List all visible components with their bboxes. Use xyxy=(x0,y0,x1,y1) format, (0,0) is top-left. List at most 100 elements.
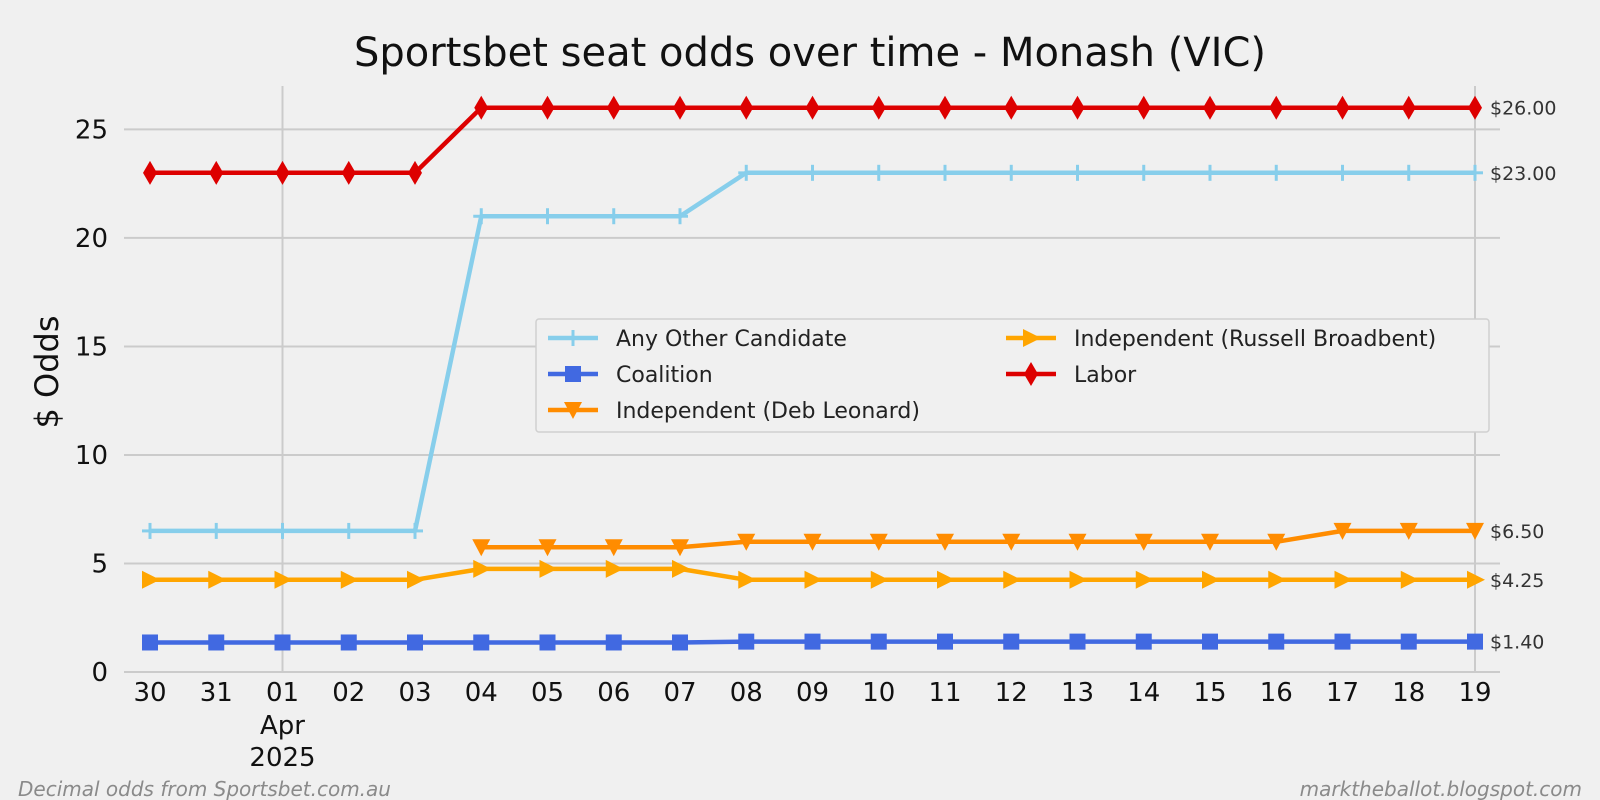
data-point xyxy=(472,539,491,557)
series-labor xyxy=(143,95,1482,185)
end-value-label: $6.50 xyxy=(1490,521,1544,543)
data-point xyxy=(1401,95,1416,120)
data-point xyxy=(538,539,557,557)
legend-label: Independent (Russell Broadbent) xyxy=(1074,327,1436,352)
data-point xyxy=(737,533,756,551)
legend-item: Coalition xyxy=(548,363,713,388)
legend: Any Other Candidate Coalition Independent … xyxy=(535,318,1490,433)
data-point xyxy=(804,570,823,589)
data-point xyxy=(407,634,423,651)
data-point xyxy=(274,522,291,539)
series-coalition xyxy=(142,633,1483,651)
x-tick-label: 07 xyxy=(663,678,696,708)
data-point xyxy=(142,522,158,539)
data-point xyxy=(473,559,492,578)
legend-marker xyxy=(1024,362,1038,386)
data-point xyxy=(1134,533,1153,551)
x-tick-label: 02 xyxy=(332,678,365,708)
data-point xyxy=(672,634,688,651)
legend-marker xyxy=(565,366,581,382)
x-tick-label: 16 xyxy=(1260,678,1293,708)
data-point xyxy=(341,160,356,185)
data-point xyxy=(473,634,490,651)
data-point xyxy=(671,539,689,557)
data-point xyxy=(539,208,556,225)
data-point xyxy=(539,559,558,578)
data-point xyxy=(474,95,489,120)
legend-label: Any Other Candidate xyxy=(616,327,847,352)
data-point xyxy=(673,95,687,120)
data-point xyxy=(804,633,821,650)
x-tick-year: 2025 xyxy=(249,743,315,773)
y-axis-label: $ Odds xyxy=(28,315,66,428)
series-group xyxy=(142,95,1485,651)
x-tick-label: 19 xyxy=(1458,678,1491,708)
data-point xyxy=(605,634,622,651)
x-tick-label: 31 xyxy=(200,678,233,708)
series-any-other-candidate xyxy=(142,164,1483,539)
data-point xyxy=(1003,570,1022,589)
legend-label: Labor xyxy=(1074,363,1137,388)
data-point xyxy=(1069,164,1086,181)
end-value-label: $26.00 xyxy=(1490,98,1556,120)
data-point xyxy=(1136,95,1151,120)
data-point xyxy=(805,95,820,120)
y-tick-label: 10 xyxy=(75,441,108,471)
data-point xyxy=(275,160,290,185)
data-point xyxy=(1333,522,1352,540)
data-point xyxy=(208,522,225,539)
data-point xyxy=(1068,533,1087,551)
data-point xyxy=(1135,633,1152,650)
data-point xyxy=(870,633,887,650)
data-point xyxy=(1070,95,1085,120)
data-point xyxy=(1202,633,1218,650)
data-point xyxy=(473,208,490,225)
data-point xyxy=(408,160,422,185)
data-point xyxy=(1203,95,1217,120)
y-tick-label: 5 xyxy=(91,549,108,579)
x-tick-label: 01 xyxy=(266,678,299,708)
data-point xyxy=(407,522,423,539)
data-point xyxy=(1400,633,1417,650)
data-point xyxy=(1334,633,1351,650)
data-point xyxy=(1269,95,1284,120)
x-tick-label: 10 xyxy=(862,678,895,708)
data-point xyxy=(869,533,888,551)
data-point xyxy=(340,570,359,589)
data-point xyxy=(1268,164,1285,181)
data-point xyxy=(274,570,293,589)
data-point xyxy=(208,570,227,589)
data-point xyxy=(606,95,621,120)
x-tick-label: 30 xyxy=(133,678,166,708)
legend-marker xyxy=(1023,329,1041,347)
data-point xyxy=(143,160,157,185)
data-point xyxy=(1334,164,1351,181)
data-point xyxy=(871,95,886,120)
x-tick-month: Apr xyxy=(260,711,305,741)
data-point xyxy=(1267,533,1286,551)
data-point xyxy=(1202,164,1218,181)
data-point xyxy=(1268,633,1285,650)
data-point xyxy=(1334,570,1353,589)
legend-item: Independent (Deb Leonard) xyxy=(548,399,920,424)
data-point xyxy=(1069,570,1088,589)
data-point xyxy=(1202,570,1220,589)
x-tick-label: 18 xyxy=(1392,678,1425,708)
chart-title: Sportsbet seat odds over time - Monash (… xyxy=(354,30,1266,76)
data-point xyxy=(407,570,425,589)
x-tick-label: 05 xyxy=(531,678,564,708)
data-point xyxy=(739,95,754,120)
x-tick-label: 15 xyxy=(1193,678,1226,708)
data-point xyxy=(605,208,622,225)
data-point xyxy=(1003,633,1020,650)
data-point xyxy=(936,533,954,551)
end-value-label: $23.00 xyxy=(1490,163,1556,185)
data-point xyxy=(938,95,952,120)
data-point xyxy=(937,633,953,650)
data-point xyxy=(803,533,822,551)
y-tick-label: 20 xyxy=(75,224,108,254)
x-tick-label: 04 xyxy=(465,678,498,708)
data-point xyxy=(1002,533,1021,551)
